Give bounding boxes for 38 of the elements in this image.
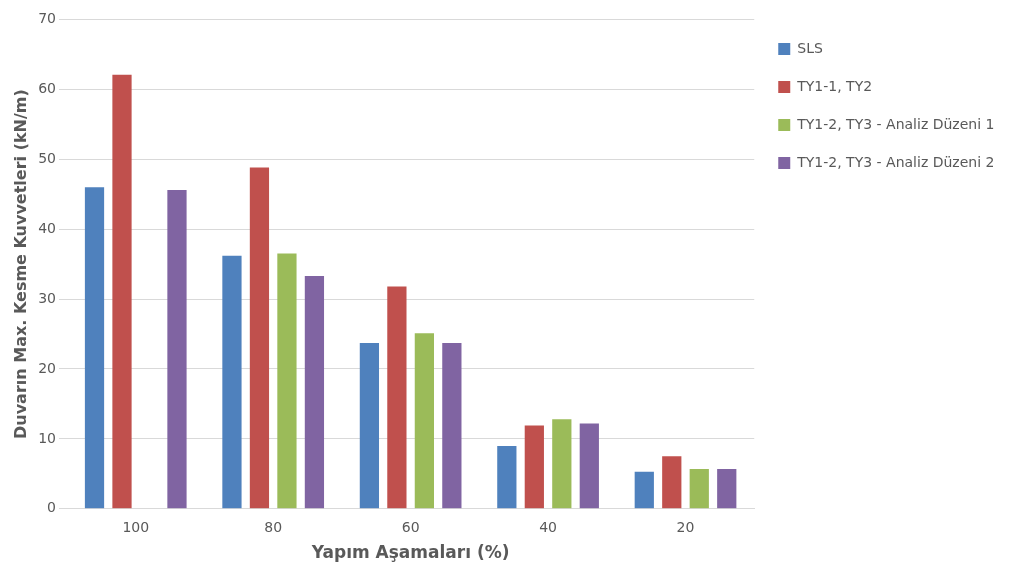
bar [359, 343, 380, 509]
bar [524, 425, 544, 509]
legend-label: TY1-2, TY3 - Analiz Düzeni 1 [796, 115, 995, 132]
y-tick-label: 10 [38, 429, 57, 446]
legend-label: TY1-2, TY3 - Analiz Düzeni 2 [796, 153, 995, 170]
x-tick-label: 60 [401, 518, 420, 535]
y-tick-label: 20 [38, 359, 57, 376]
x-axis-title: Yapım Aşamaları (%) [310, 542, 510, 563]
x-tick-label: 40 [539, 518, 557, 535]
y-tick-label: 30 [38, 289, 57, 306]
bar [222, 255, 242, 509]
x-tick-label: 100 [122, 518, 150, 535]
bar [84, 187, 105, 509]
bar [387, 286, 407, 509]
bar [442, 343, 462, 509]
bar [249, 167, 270, 509]
bar [167, 189, 187, 509]
y-tick-label: 70 [38, 10, 57, 27]
bar [579, 423, 599, 509]
bar [497, 445, 517, 509]
y-tick-label: 40 [38, 219, 57, 236]
bar [689, 468, 709, 509]
bar [662, 456, 682, 509]
bar [634, 471, 654, 509]
y-axis-title: Duvarın Max. Kesme Kuvvetleri (kN/m) [10, 89, 30, 440]
y-tick-label: 0 [47, 499, 57, 516]
bar [277, 253, 297, 509]
y-tick-label: 60 [38, 79, 57, 96]
y-tick-label: 50 [38, 149, 57, 166]
x-tick-label: 80 [264, 518, 283, 535]
bar [414, 333, 434, 509]
bar [112, 74, 132, 509]
legend-label: SLS [797, 39, 823, 56]
bar [717, 468, 737, 509]
bar [552, 419, 572, 509]
bar [304, 275, 325, 509]
legend-label: TY1-1, TY2 [796, 77, 873, 94]
x-tick-label: 20 [676, 518, 695, 535]
